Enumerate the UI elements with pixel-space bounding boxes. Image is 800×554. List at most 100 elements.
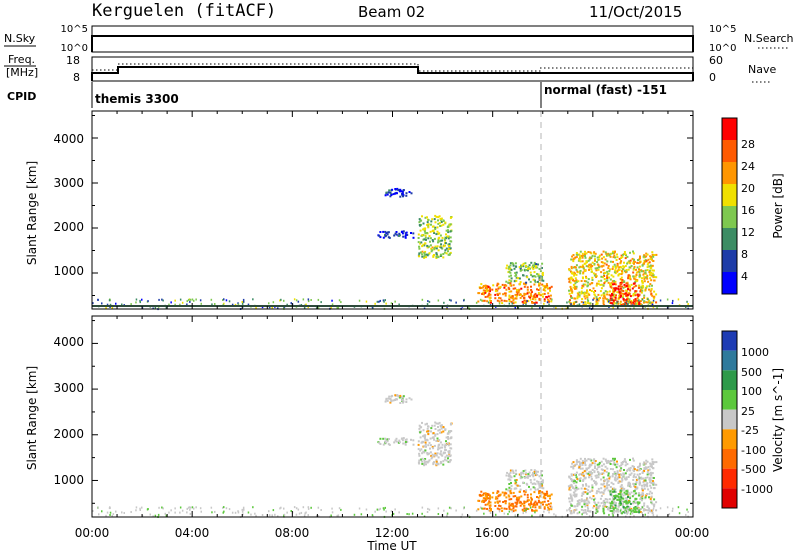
power-cell [624, 302, 626, 305]
power-cell [652, 301, 654, 304]
power-cell [626, 255, 629, 258]
power-cell [649, 273, 651, 276]
power-cell [647, 258, 650, 261]
velocity-cell [604, 458, 607, 461]
power-cell [417, 241, 420, 244]
velocity-cell [627, 509, 630, 512]
velocity-cell [405, 401, 408, 403]
velocity-cell [643, 504, 646, 507]
velocity-cell [425, 463, 427, 466]
power-cell [622, 286, 625, 289]
power-cell [625, 269, 628, 271]
power-cell [622, 303, 625, 305]
velocity-cell [536, 480, 539, 483]
power-cell [597, 258, 600, 261]
power-cell [572, 260, 575, 263]
power-cell [659, 299, 662, 302]
velocity-cell [643, 461, 646, 464]
power-cell [640, 269, 643, 272]
power-region-0 [384, 187, 413, 198]
power-cell [418, 255, 421, 258]
power-cell [489, 286, 491, 289]
velocity-cell [612, 468, 614, 471]
power-cell [401, 230, 403, 233]
velocity-cell [648, 478, 651, 481]
velocity-cell [649, 484, 652, 487]
velocity-cell [423, 461, 426, 464]
power-cell [593, 251, 596, 254]
velocity-cell [435, 454, 438, 457]
power-cell [651, 251, 654, 254]
power-cell [514, 306, 516, 309]
velocity-cell [391, 394, 394, 397]
velocity-cell [687, 510, 689, 513]
velocity-cell [582, 512, 585, 514]
velocity-cell [536, 502, 538, 505]
nsearch-label: N.Search [744, 32, 794, 45]
power-cell [523, 294, 526, 297]
velocity-cell [608, 501, 611, 504]
velocity-cell [578, 511, 581, 514]
power-cell [392, 193, 395, 196]
power-cell [508, 267, 511, 269]
velocity-cell [582, 509, 585, 512]
power-cell [186, 303, 188, 306]
velocity-cell [97, 506, 99, 509]
power-cell [636, 297, 639, 299]
velocity-cell [379, 507, 381, 510]
velocity-cell [526, 508, 528, 510]
power-cell [586, 285, 589, 288]
velocity-cell [542, 503, 544, 506]
velocity-cell [614, 463, 617, 466]
velocity-cell [624, 478, 627, 481]
power-cell [139, 299, 141, 302]
velocity-cell [617, 493, 620, 495]
power-cell [572, 257, 575, 260]
power-cell [515, 297, 518, 300]
velocity-cell [223, 506, 225, 509]
power-cell [583, 280, 586, 283]
velocity-cell [603, 482, 606, 485]
power-cell [583, 293, 586, 296]
power-cell [431, 218, 434, 221]
velocity-cell [602, 510, 605, 513]
power-cell [537, 263, 539, 266]
power-cell [635, 268, 637, 271]
velocity-cell [521, 502, 524, 505]
power-cell [268, 306, 271, 309]
velocity-cell [609, 486, 612, 488]
velocity-cell [101, 510, 103, 513]
velocity-cell [514, 501, 517, 504]
velocity-cell [640, 499, 643, 502]
velocity-cell [541, 486, 544, 489]
power-cell [574, 256, 577, 259]
power-cell [436, 230, 439, 233]
velocity-cell [508, 510, 511, 513]
power-cell [605, 252, 608, 255]
velocity-cell [624, 472, 627, 475]
power-cell [581, 264, 584, 267]
power-cell [543, 286, 546, 289]
power-cell [578, 266, 581, 269]
power-cell [572, 301, 575, 304]
velocity-cell [574, 493, 576, 496]
velocity-cell [164, 512, 166, 515]
power-cell [429, 230, 432, 233]
velocity-cell [532, 475, 535, 478]
power-region-5 [567, 250, 658, 307]
velocity-cbar-tick-1000: 1000 [741, 346, 769, 359]
power-cell [549, 286, 552, 289]
nave-tick-high: 60 [709, 54, 723, 67]
power-cell [595, 276, 598, 278]
velocity-cell [651, 511, 654, 514]
power-cell [482, 286, 484, 289]
velocity-cell [482, 497, 485, 500]
freq-tick-low: 8 [73, 71, 80, 84]
power-cell [508, 275, 511, 278]
power-cell [590, 290, 593, 292]
velocity-cell [550, 493, 553, 496]
velocity-cbar-tick-minus25: -25 [741, 424, 759, 437]
velocity-cell [634, 485, 637, 488]
velocity-cell [440, 431, 443, 434]
velocity-cell [428, 459, 431, 462]
